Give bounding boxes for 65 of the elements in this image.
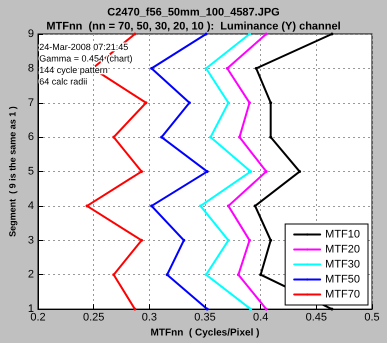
y-tick-label: 2 (28, 268, 34, 281)
x-tick-label: 0.25 (82, 312, 104, 324)
point (254, 66, 258, 70)
y-tick-label: 3 (28, 234, 34, 246)
point (238, 136, 242, 139)
point (204, 273, 208, 276)
point (204, 66, 208, 70)
point (259, 273, 262, 276)
point (112, 273, 116, 276)
x-tick-label: 0.2 (30, 312, 46, 324)
line-series (199, 32, 252, 311)
point (140, 170, 144, 174)
point (206, 308, 209, 311)
y-tick-label: 8 (28, 62, 34, 74)
point (249, 308, 252, 311)
x-tick-label: 0.45 (306, 312, 328, 324)
point (248, 238, 252, 242)
y-tick-label: 9 (28, 28, 34, 40)
point (112, 136, 116, 139)
point (166, 273, 169, 276)
chart-title: C2470_f56_50mm_100_4587.JPG (107, 6, 280, 18)
point (269, 136, 272, 139)
point (133, 32, 136, 36)
point (248, 101, 252, 104)
x-tick-label: 0.3 (142, 312, 157, 324)
point (188, 101, 191, 104)
legend-label: MTF10 (325, 228, 360, 240)
point (264, 308, 268, 311)
point (269, 101, 272, 104)
annotation: 64 calc radii (39, 76, 88, 86)
x-axis-title: MTFnn ( Cycles/Pixel ) (150, 328, 260, 338)
point (204, 32, 208, 36)
legend-label: MTF70 (325, 288, 360, 300)
point (264, 170, 268, 174)
legend-label: MTF50 (325, 274, 360, 286)
y-tick-label: 6 (28, 131, 34, 144)
legend-label: MTF20 (325, 244, 360, 256)
point (254, 204, 257, 208)
point (209, 136, 212, 139)
point (264, 32, 268, 36)
y-tick-label: 5 (28, 166, 34, 178)
y-tick-label: 7 (28, 96, 34, 109)
y-axis-title: Segment ( 9 is the same as 1 ) (8, 106, 18, 237)
legend-label: MTF30 (325, 258, 360, 270)
point (330, 308, 334, 311)
point (160, 136, 164, 139)
line-series (226, 32, 268, 311)
annotation: Gamma = 0.454 (chart) (39, 53, 133, 64)
point (226, 101, 230, 104)
x-tick-label: 0.4 (253, 312, 268, 324)
point (226, 66, 229, 70)
point (236, 273, 240, 276)
x-tick-label: 0.35 (194, 312, 216, 324)
point (226, 204, 230, 208)
point (199, 204, 202, 208)
point (182, 238, 186, 242)
point (133, 308, 136, 311)
y-tick-label: 4 (28, 200, 34, 212)
chart-subtitle: MTFnn (nn = 70, 50, 30, 20, 10 ): Luminance (Y) channel (46, 20, 341, 32)
x-tick-label: 0.5 (364, 312, 380, 324)
point (140, 238, 144, 242)
point (226, 238, 230, 242)
point (269, 238, 272, 242)
point (298, 170, 302, 174)
line-series (150, 32, 209, 311)
